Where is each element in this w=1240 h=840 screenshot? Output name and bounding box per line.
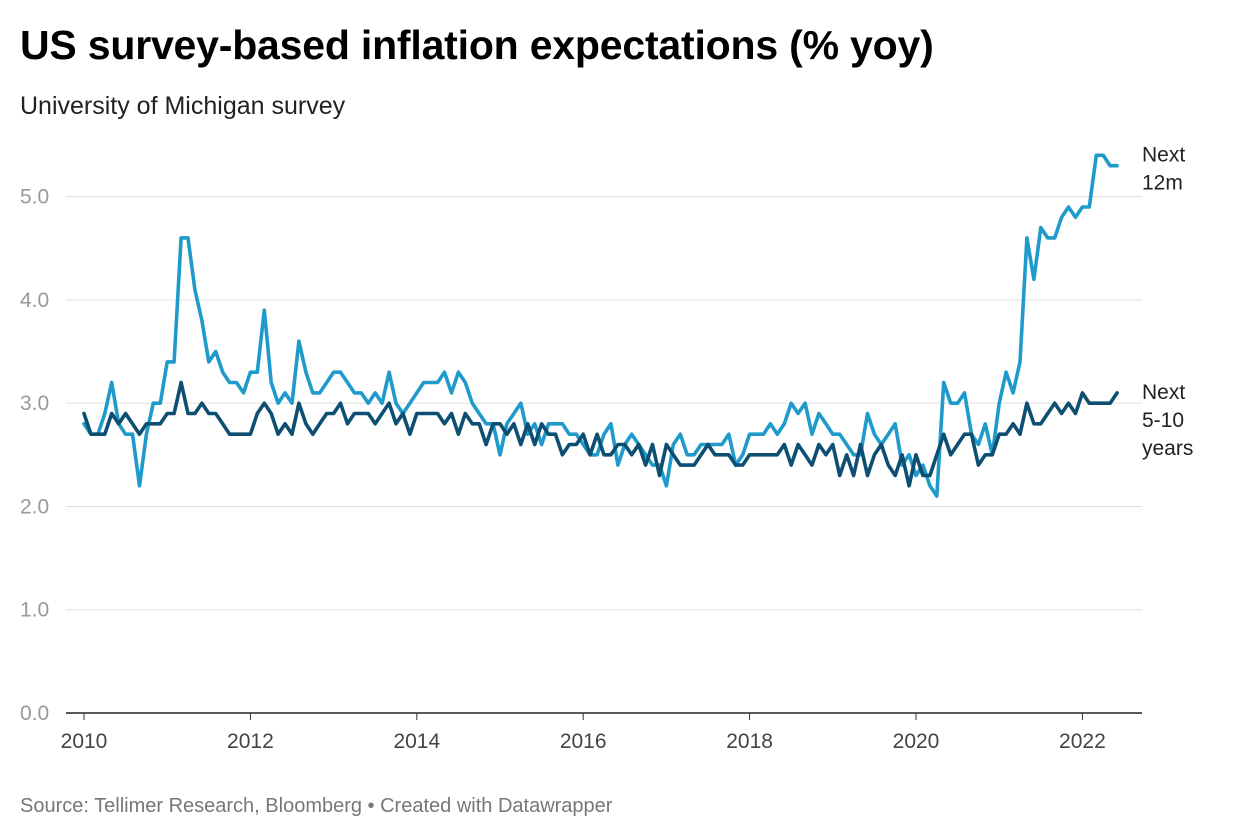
x-tick-label: 2020 xyxy=(893,730,940,753)
y-axis-ticks: 0.0 1.0 2.0 3.0 4.0 5.0 xyxy=(20,186,49,725)
x-tick-label: 2012 xyxy=(227,730,274,753)
series-label: Next 5-10 years xyxy=(1142,381,1193,460)
source-note: Source: Tellimer Research, Bloomberg • C… xyxy=(20,795,613,817)
line-chart: 0.01.02.03.04.05.0 2010 2012 2014 2016 2018 2… xyxy=(20,144,1193,753)
series-labels: Next 12m Next 5-10 years xyxy=(1142,144,1193,461)
y-tick-label: 4.0 xyxy=(20,289,49,312)
x-tick-label: 2018 xyxy=(726,730,773,753)
series-label-line: Next xyxy=(1142,381,1185,404)
y-tick-label: 2.0 xyxy=(20,495,49,518)
series-lines xyxy=(82,153,1119,498)
x-tick-label: 2010 xyxy=(61,730,108,753)
series-label-line: 12m xyxy=(1142,172,1183,195)
x-axis-ticks: 2010 2012 2014 2016 2018 2020 2022 xyxy=(61,713,1106,753)
x-tick-label: 2016 xyxy=(560,730,607,753)
y-tick-label: 1.0 xyxy=(20,599,49,622)
chart-subtitle: University of Michigan survey xyxy=(20,92,346,120)
y-tick-label: 0.0 xyxy=(20,702,49,725)
gridlines xyxy=(66,196,1142,714)
series-label-line: Next xyxy=(1142,144,1185,167)
series-line xyxy=(82,380,1119,488)
series-label: Next 12m xyxy=(1142,144,1185,195)
series-label-line: years xyxy=(1142,437,1193,460)
chart-title: US survey-based inflation expectations (… xyxy=(20,22,934,68)
x-tick-label: 2014 xyxy=(393,730,440,753)
y-tick-label: 3.0 xyxy=(20,392,49,415)
series-label-line: 5-10 xyxy=(1142,409,1184,432)
x-tick-label: 2022 xyxy=(1059,730,1106,753)
y-tick-label: 5.0 xyxy=(20,186,49,209)
